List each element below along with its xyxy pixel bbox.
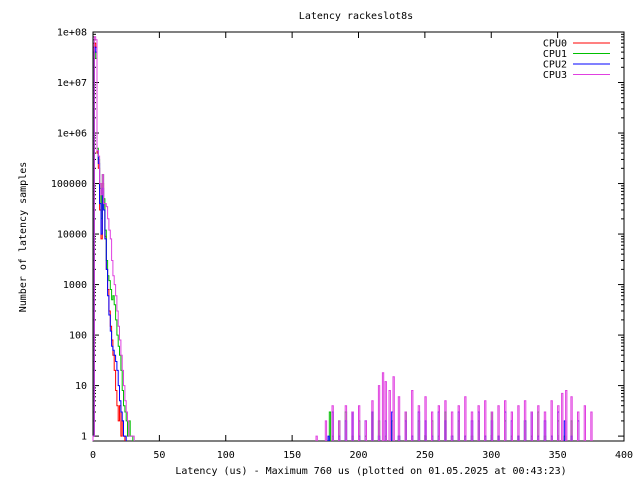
- y-tick-label: 10: [75, 381, 87, 392]
- y-tick-label: 1e+08: [57, 28, 87, 39]
- x-axis-label: Latency (us) - Maximum 760 us (plotted o…: [175, 466, 566, 477]
- y-tick-label: 1: [81, 432, 87, 443]
- legend-label: CPU2: [543, 60, 567, 71]
- series-line-cpu2: [92, 46, 580, 441]
- x-tick-label: 400: [615, 450, 633, 461]
- x-tick-label: 100: [217, 450, 235, 461]
- y-axis-label: Number of latency samples: [18, 162, 29, 313]
- y-tick-label: 1000: [63, 280, 87, 291]
- series-line-cpu3: [92, 36, 593, 441]
- x-tick-label: 250: [416, 450, 434, 461]
- y-tick-label: 100: [69, 331, 87, 342]
- legend-label: CPU3: [543, 70, 567, 81]
- x-tick-label: 0: [90, 450, 96, 461]
- series-line-cpu1: [92, 51, 573, 441]
- x-tick-label: 300: [482, 450, 500, 461]
- x-tick-label: 350: [549, 450, 567, 461]
- series-line-cpu0: [92, 42, 126, 441]
- x-tick-label: 50: [153, 450, 165, 461]
- y-tick-label: 100000: [51, 179, 87, 190]
- legend-label: CPU0: [543, 39, 567, 50]
- x-tick-label: 200: [349, 450, 367, 461]
- plot-frame: [92, 31, 625, 442]
- chart-title: Latency rackeslot8s: [299, 11, 413, 22]
- x-tick-label: 150: [283, 450, 301, 461]
- y-tick-label: 1e+06: [57, 129, 87, 140]
- y-tick-label: 10000: [57, 230, 87, 241]
- y-tick-label: 1e+07: [57, 78, 87, 89]
- legend-label: CPU1: [543, 49, 567, 60]
- plot-area: 1 10 100 1000 10000 100000 1e+06 1e+07 1e+08 0 50 1…: [51, 28, 633, 462]
